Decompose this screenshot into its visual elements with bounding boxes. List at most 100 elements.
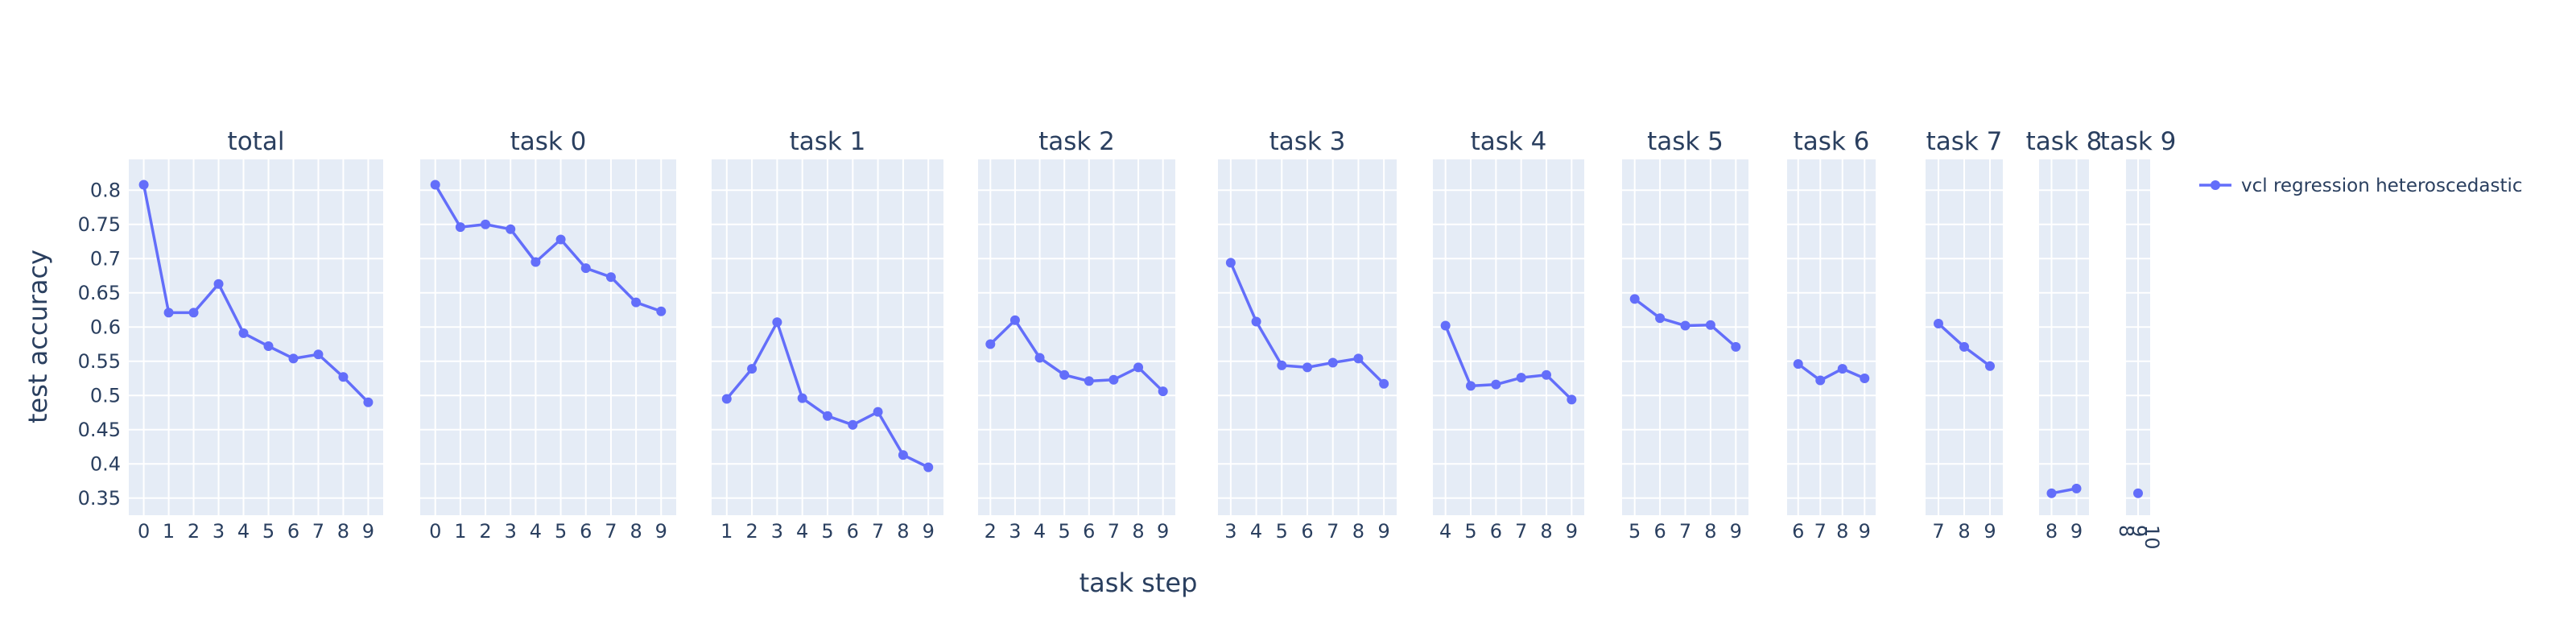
data-point[interactable] bbox=[363, 397, 374, 407]
series-line bbox=[142, 184, 369, 403]
data-point[interactable] bbox=[1815, 375, 1826, 386]
data-point[interactable] bbox=[1059, 369, 1070, 380]
data-point[interactable] bbox=[1327, 357, 1338, 368]
data-point[interactable] bbox=[1680, 320, 1690, 331]
data-point[interactable] bbox=[1837, 364, 1847, 374]
data-point[interactable] bbox=[481, 219, 491, 229]
x-tick-label: 7 bbox=[605, 520, 617, 543]
x-tick-label: 2 bbox=[745, 520, 758, 543]
x-tick-label: 5 bbox=[1464, 520, 1476, 543]
data-point[interactable] bbox=[848, 419, 858, 430]
data-point[interactable] bbox=[263, 341, 274, 352]
y-tick-label: 0.35 bbox=[78, 487, 121, 510]
data-point[interactable] bbox=[1705, 320, 1715, 330]
data-point[interactable] bbox=[797, 393, 807, 403]
data-point[interactable] bbox=[1860, 374, 1870, 383]
subplot-task-5: 5 6 7 8 9 task 5 bbox=[1622, 127, 1748, 543]
data-point[interactable] bbox=[898, 450, 908, 460]
x-tick-label: 1 bbox=[720, 520, 733, 543]
legend-label[interactable]: vcl regression heteroscedastic bbox=[2241, 175, 2523, 196]
x-tick-label: 4 bbox=[1250, 520, 1262, 543]
data-point[interactable] bbox=[2133, 488, 2143, 498]
x-tick-label: 8 bbox=[1704, 520, 1716, 543]
data-point[interactable] bbox=[313, 349, 324, 360]
panel-title: task 1 bbox=[790, 127, 866, 156]
data-point[interactable] bbox=[455, 222, 465, 233]
subplot-task-8: 8 9 task 8 bbox=[2026, 127, 2103, 543]
x-tick-label: 8 bbox=[1836, 520, 1848, 543]
data-point[interactable] bbox=[1034, 353, 1045, 363]
data-point[interactable] bbox=[238, 328, 249, 338]
data-point[interactable] bbox=[1516, 373, 1526, 383]
data-point[interactable] bbox=[530, 257, 541, 267]
data-point[interactable] bbox=[138, 180, 149, 190]
data-point[interactable] bbox=[1108, 374, 1119, 385]
data-point[interactable] bbox=[580, 263, 591, 274]
data-point[interactable] bbox=[656, 306, 667, 316]
data-point[interactable] bbox=[772, 317, 782, 328]
x-tick-label: 0 bbox=[429, 520, 441, 543]
y-tick-label: 0.65 bbox=[78, 282, 121, 304]
data-point[interactable] bbox=[1731, 341, 1741, 352]
data-point[interactable] bbox=[985, 339, 996, 349]
x-tick-label: 7 bbox=[1327, 520, 1339, 543]
subplot-task-1: 1 2 3 4 5 6 7 8 9 task 1 bbox=[712, 127, 943, 543]
data-point[interactable] bbox=[1379, 378, 1389, 389]
data-point[interactable] bbox=[1225, 258, 1236, 268]
subplot-panels: 0 1 2 3 4 5 6 7 8 90.350.40.450.50.550.60.650.70.… bbox=[78, 127, 2177, 550]
data-point[interactable] bbox=[555, 234, 566, 245]
data-point[interactable] bbox=[1302, 362, 1312, 373]
x-tick-label: 6 bbox=[1083, 520, 1095, 543]
data-point[interactable] bbox=[1793, 359, 1803, 369]
x-tick-label: 4 bbox=[1439, 520, 1451, 543]
x-tick-label: 3 bbox=[771, 520, 783, 543]
data-point[interactable] bbox=[2046, 488, 2057, 498]
data-point[interactable] bbox=[923, 462, 934, 473]
data-point[interactable] bbox=[747, 364, 758, 374]
x-tick-label: 4 bbox=[1034, 520, 1046, 543]
data-point[interactable] bbox=[1985, 361, 1995, 371]
data-point[interactable] bbox=[1084, 376, 1094, 386]
data-point[interactable] bbox=[1567, 394, 1577, 405]
data-point[interactable] bbox=[1158, 386, 1168, 397]
data-point[interactable] bbox=[605, 272, 616, 283]
data-point[interactable] bbox=[2071, 483, 2082, 493]
subplot-task-6: 6 7 8 9 task 6 bbox=[1787, 127, 1876, 543]
panel-title: task 6 bbox=[1794, 127, 1870, 156]
x-tick-label: 8 bbox=[897, 520, 909, 543]
data-point[interactable] bbox=[1491, 379, 1501, 390]
data-point[interactable] bbox=[1440, 320, 1451, 331]
data-point[interactable] bbox=[1542, 369, 1551, 380]
data-point[interactable] bbox=[1629, 294, 1640, 304]
data-point[interactable] bbox=[338, 372, 349, 382]
data-point[interactable] bbox=[721, 394, 732, 404]
data-point[interactable] bbox=[823, 411, 832, 421]
x-tick-label: 3 bbox=[213, 520, 225, 543]
data-point[interactable] bbox=[213, 279, 224, 289]
data-point[interactable] bbox=[288, 353, 299, 364]
data-point[interactable] bbox=[1655, 313, 1666, 324]
data-point[interactable] bbox=[1353, 353, 1364, 364]
x-tick-label: 6 bbox=[847, 520, 859, 543]
data-point[interactable] bbox=[1959, 341, 1969, 352]
data-point[interactable] bbox=[873, 407, 883, 417]
data-point[interactable] bbox=[1251, 316, 1261, 327]
x-tick-label: 6 bbox=[1792, 520, 1804, 543]
legend[interactable]: vcl regression heteroscedastic bbox=[2199, 175, 2523, 196]
data-point[interactable] bbox=[631, 297, 642, 308]
data-point[interactable] bbox=[188, 308, 199, 318]
data-point[interactable] bbox=[506, 224, 516, 234]
subplot-task-2: 2 3 4 5 6 7 8 9 task 2 bbox=[978, 127, 1175, 543]
data-point[interactable] bbox=[430, 180, 440, 190]
x-tick-label: 5 bbox=[1629, 520, 1641, 543]
data-point[interactable] bbox=[1009, 315, 1020, 325]
data-point[interactable] bbox=[1934, 319, 1943, 328]
data-point[interactable] bbox=[163, 308, 174, 318]
x-tick-label: 9 bbox=[1984, 520, 1996, 543]
panel-title: task 0 bbox=[510, 127, 587, 156]
panel-title: total bbox=[228, 127, 285, 156]
data-point[interactable] bbox=[1466, 381, 1476, 391]
data-point[interactable] bbox=[1133, 362, 1144, 373]
data-point[interactable] bbox=[1277, 360, 1287, 370]
